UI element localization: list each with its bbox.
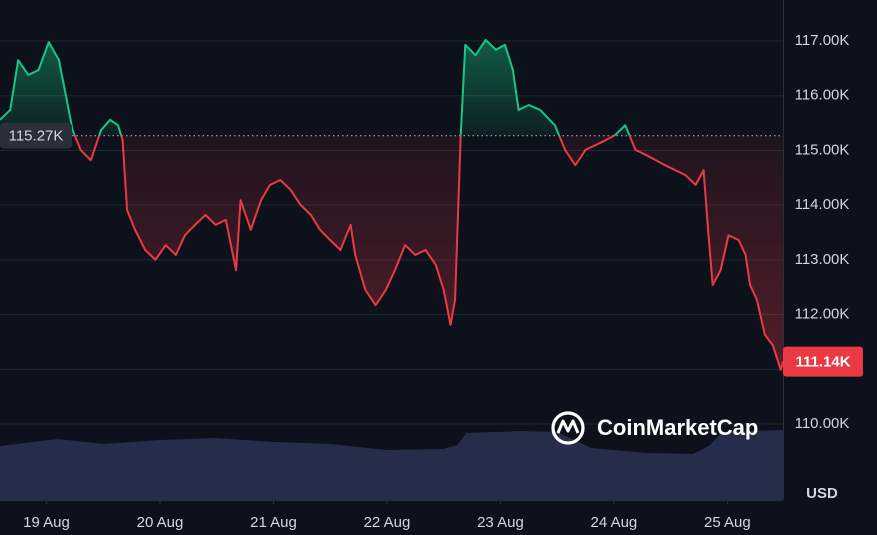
last-price-box: [783, 346, 863, 377]
y-tick-label: 117.00K: [795, 32, 850, 49]
currency-label: USD: [806, 485, 838, 502]
x-tick-label: 21 Aug: [250, 514, 297, 531]
x-tick-label: 25 Aug: [704, 514, 751, 531]
baseline-label: 115.27K: [9, 128, 64, 145]
price-layer: [0, 38, 784, 371]
y-tick-label: 114.00K: [795, 196, 850, 213]
y-tick-label: 115.00K: [795, 141, 850, 158]
y-tick-label: 110.00K: [795, 415, 850, 432]
y-tick-label: 112.00K: [795, 306, 850, 323]
watermark-logo: [551, 411, 585, 445]
volume-area: [0, 430, 783, 500]
watermark: CoinMarketCap: [597, 415, 758, 440]
y-tick-label: 113.00K: [795, 251, 850, 268]
price-area: [0, 39, 783, 370]
x-tick-label: 23 Aug: [477, 514, 524, 531]
x-tick-label: 24 Aug: [591, 514, 638, 531]
price-line: [0, 38, 784, 371]
x-tick-label: 19 Aug: [23, 514, 70, 531]
y-tick-label: 116.00K: [795, 87, 850, 104]
x-tick-label: 22 Aug: [364, 514, 411, 531]
last-price-label: 111.14K: [795, 354, 850, 371]
volume-layer: [0, 430, 783, 500]
axes: 110.00K111.00K112.00K113.00K114.00K115.0…: [0, 32, 863, 531]
x-tick-label: 20 Aug: [137, 514, 184, 531]
baseline-label-box: [0, 122, 72, 149]
